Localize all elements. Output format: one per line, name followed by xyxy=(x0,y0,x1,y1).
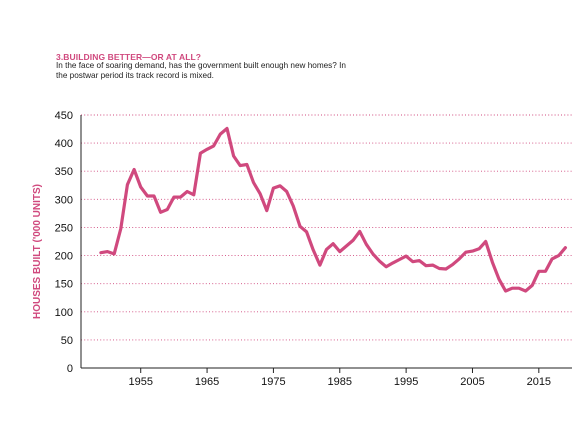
x-tick-label: 1955 xyxy=(128,376,152,388)
axes xyxy=(80,115,572,373)
y-tick-label: 350 xyxy=(55,166,73,178)
series-layer xyxy=(99,126,568,293)
y-tick-label: 250 xyxy=(55,222,73,234)
x-tick-label: 1995 xyxy=(394,376,418,388)
y-tick-label: 400 xyxy=(55,138,73,150)
y-tick-label: 150 xyxy=(55,279,73,291)
y-axis-label: HOUSES BUILT ('000 UNITS) xyxy=(32,184,43,319)
x-tick-label: 1975 xyxy=(261,376,285,388)
y-tick-label: 50 xyxy=(61,335,73,347)
y-tick-label: 300 xyxy=(55,194,73,206)
y-tick-label: 100 xyxy=(55,307,73,319)
y-tick-label: 450 xyxy=(55,110,73,122)
x-tick-label: 1985 xyxy=(328,376,352,388)
tick-labels: 0 50 100 150 200 250 300 350 400 450 1955 1965 1975 1… xyxy=(55,110,551,388)
y-tick-label: 200 xyxy=(55,251,73,263)
x-tick-label: 1965 xyxy=(195,376,219,388)
series-line xyxy=(99,126,568,293)
gridlines xyxy=(81,114,572,341)
y-tick-label: 0 xyxy=(67,363,73,375)
x-tick-label: 2005 xyxy=(460,376,484,388)
chart-title: 3.BUILDING BETTER—OR AT ALL? xyxy=(56,52,202,62)
x-tick-label: 2015 xyxy=(527,376,551,388)
chart-subtitle: In the face of soaring demand, has the g… xyxy=(56,61,346,81)
